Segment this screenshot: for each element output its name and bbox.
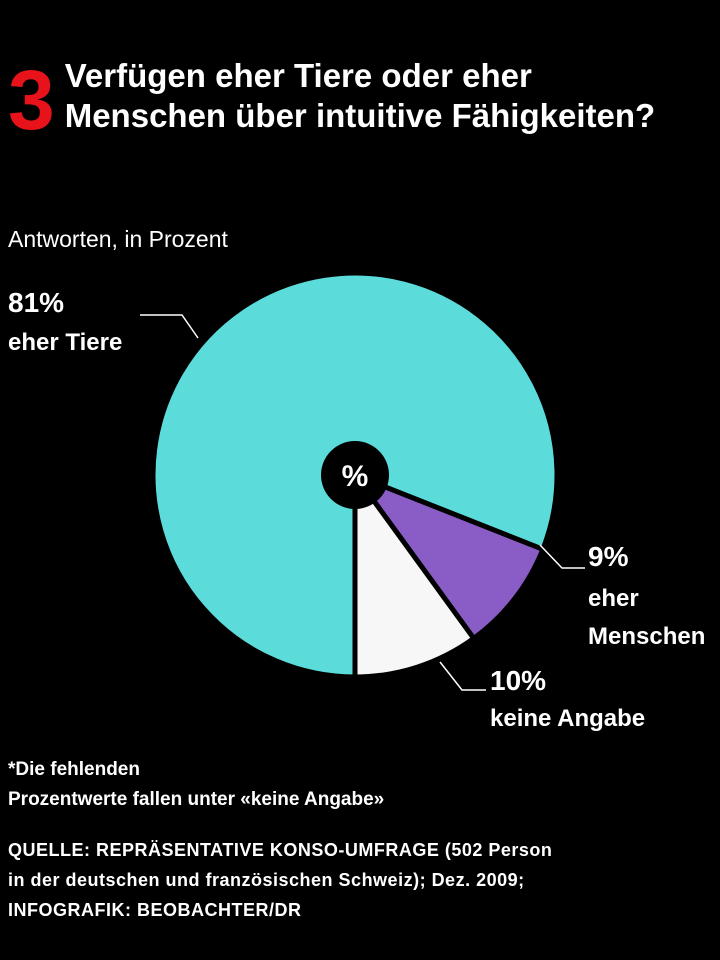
- source: in der deutschen und französischen Schwe…: [8, 870, 525, 890]
- footnote: *Die fehlenden: [8, 759, 140, 780]
- slice-label: keine Angabe: [490, 705, 646, 732]
- source: QUELLE: REPRÄSENTATIVE KONSO-UMFRAGE (50…: [8, 840, 553, 860]
- chart-title: Verfügen eher Tiere oder eher Menschen ü…: [64, 57, 656, 134]
- center-circle: [321, 441, 389, 509]
- leader-line: [439, 661, 486, 691]
- value-label: 9%: [588, 541, 629, 572]
- chart-subtitle: Antworten, in Prozent: [8, 226, 228, 252]
- value-label: 10%: [490, 665, 547, 696]
- pie-slice: [352, 467, 478, 680]
- slice-label: eher Menschen: [588, 585, 706, 650]
- source: INFOGRAFIK: BEOBACHTER/DR: [8, 900, 302, 920]
- center-label: %: [342, 460, 369, 493]
- slice-label: eher Tiere: [8, 329, 123, 356]
- leader-line: [140, 314, 199, 339]
- leader-line: [539, 544, 585, 569]
- chart-number: 3: [8, 53, 55, 147]
- title-block: 3 Verfügen eher Tiere oder eher Menschen…: [8, 53, 688, 147]
- value-label: 81%: [8, 287, 65, 318]
- pie-slice: [347, 469, 547, 642]
- footnote: Prozentwerte fallen unter «keine Angabe»: [8, 789, 385, 810]
